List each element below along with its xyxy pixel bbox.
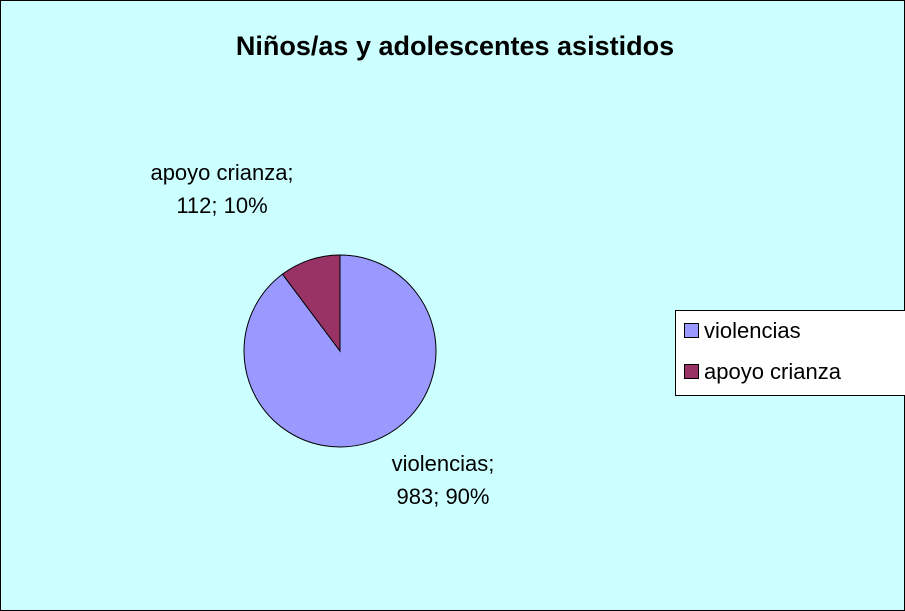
data-label: violencias; 983; 90%: [391, 451, 495, 509]
data-label: apoyo crianza; 112; 10%: [150, 160, 294, 218]
legend-label: apoyo crianza: [704, 359, 842, 384]
legend-label: violencias: [704, 318, 801, 343]
chart-title: Niños/as y adolescentes asistidos: [236, 31, 674, 61]
legend-swatch: [684, 323, 699, 338]
legend-box: [675, 310, 905, 396]
pie-slice: [281, 254, 341, 353]
legend-swatch: [684, 364, 699, 379]
